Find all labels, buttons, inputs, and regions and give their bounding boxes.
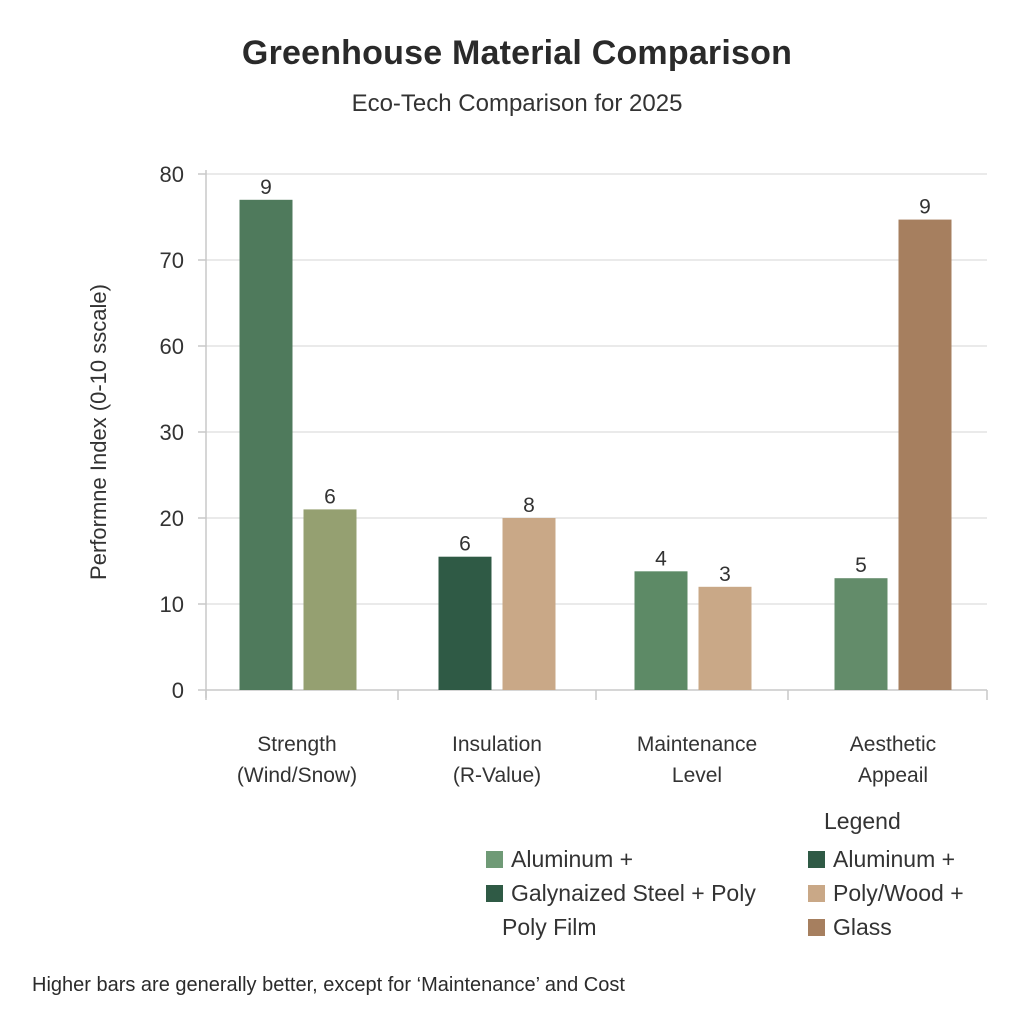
category-label: Appeail (858, 764, 928, 787)
footnote: Higher bars are generally better, except… (32, 974, 625, 996)
y-axis-label: Performne Index (0-10 sscale) (86, 284, 111, 580)
legend-label: Galynaized Steel + Poly (511, 879, 756, 906)
data-label: 8 (523, 494, 535, 517)
bar (898, 219, 952, 690)
y-tick-label: 0 (172, 678, 184, 703)
category-label: Strength (257, 733, 336, 756)
category-label: Aesthetic (850, 733, 936, 756)
category-label: (Wind/Snow) (237, 764, 357, 787)
y-tick-labels: 0 10 20 30 60 70 80 (160, 162, 184, 703)
category-label: (R-Value) (453, 764, 541, 787)
bar (698, 586, 752, 690)
legend-title: Legend (824, 808, 901, 834)
legend-item: Glass (808, 910, 964, 944)
y-tick-label: 70 (160, 248, 184, 273)
data-label: 5 (855, 554, 867, 577)
category-label: Maintenance (637, 733, 757, 756)
legend-label: Poly/Wood + (833, 879, 964, 906)
legend-item: Poly/Wood + (808, 876, 964, 910)
legend-swatch (808, 918, 825, 936)
bars (239, 199, 952, 691)
legend-label: Glass (833, 913, 892, 940)
data-labels: 9 6 6 8 4 3 5 9 (260, 176, 931, 586)
legend-item: Aluminum + (808, 842, 964, 876)
category-labels: Strength (Wind/Snow) Insulation (R-Value) Ma… (237, 733, 936, 787)
legend-swatch (808, 850, 825, 868)
bar (834, 578, 888, 690)
legend-swatch (486, 850, 503, 868)
y-tick-label: 20 (160, 506, 184, 531)
legend-swatch (486, 884, 503, 902)
legend-item: Aluminum + (486, 842, 756, 876)
gridlines (198, 173, 987, 691)
data-label: 6 (459, 533, 471, 556)
bar (239, 199, 293, 691)
data-label: 6 (324, 485, 336, 508)
legend-right-column: Aluminum + Poly/Wood + Glass (808, 842, 964, 944)
chart-title: Greenhouse Material Comparison (241, 34, 793, 72)
bar (438, 556, 492, 690)
legend-item: Galynaized Steel + Poly (486, 876, 756, 910)
legend-label: Poly Film (502, 913, 597, 940)
legend-swatch (808, 884, 825, 902)
y-tick-label: 10 (160, 592, 184, 617)
category-label: Level (672, 764, 722, 787)
legend-item-continuation: Poly Film (486, 910, 756, 944)
category-label: Insulation (452, 733, 542, 756)
legend-left-column: Aluminum + Galynaized Steel + Poly Poly … (486, 842, 756, 944)
data-label: 3 (719, 563, 731, 586)
bar (303, 509, 357, 690)
data-label: 9 (260, 176, 272, 199)
bar (502, 518, 556, 690)
legend-label: Aluminum + (833, 845, 956, 872)
y-tick-label: 60 (160, 334, 184, 359)
chart-subtitle: Eco-Tech Comparison for 2025 (351, 90, 683, 117)
data-label: 4 (655, 547, 667, 570)
legend-label: Aluminum + (511, 845, 634, 872)
y-tick-label: 80 (160, 162, 184, 187)
y-tick-label: 30 (160, 420, 184, 445)
bar (634, 571, 688, 690)
data-label: 9 (919, 196, 931, 219)
